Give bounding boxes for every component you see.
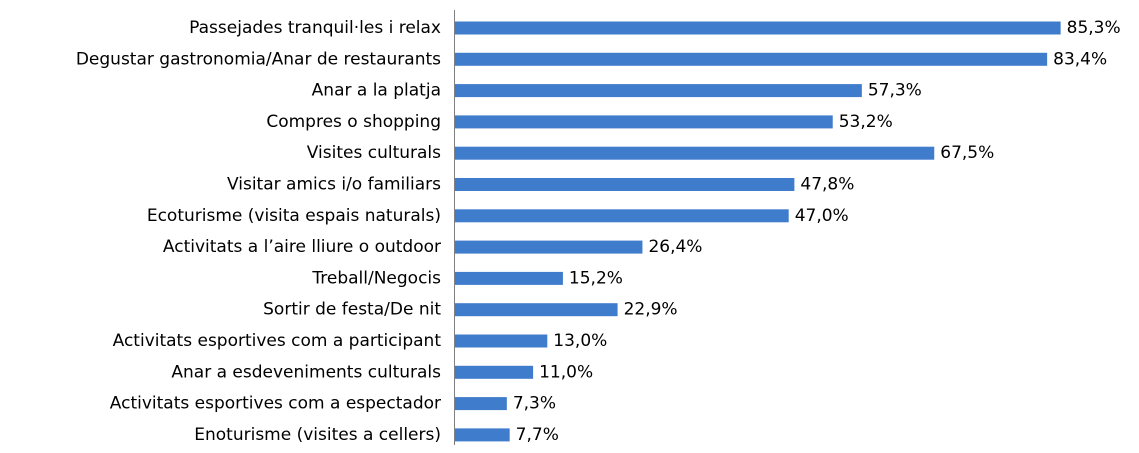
category-label: Anar a la platja (312, 81, 441, 101)
value-label: 7,3% (513, 394, 556, 414)
bar (455, 21, 1061, 35)
category-label: Compres o shopping (266, 112, 441, 132)
value-label: 47,8% (800, 175, 854, 195)
value-label: 7,7% (516, 425, 559, 445)
bar (455, 365, 534, 379)
category-label: Visites culturals (307, 143, 441, 163)
category-label: Passejades tranquil·les i relax (189, 18, 441, 38)
value-label: 15,2% (569, 268, 623, 288)
bar (455, 428, 510, 442)
bar (455, 84, 862, 98)
value-label: 22,9% (624, 300, 678, 320)
value-label: 11,0% (539, 362, 593, 382)
bar (455, 303, 618, 317)
category-label: Ecoturisme (visita espais naturals) (147, 206, 441, 226)
value-label: 67,5% (940, 143, 994, 163)
value-label: 47,0% (795, 206, 849, 226)
category-label: Activitats esportives com a espectador (110, 394, 441, 414)
category-label: Enoturisme (visites a cellers) (194, 425, 441, 445)
bar (455, 115, 833, 129)
bar (455, 52, 1048, 66)
category-label: Sortir de festa/De nit (263, 300, 441, 320)
value-label: 26,4% (648, 237, 702, 257)
value-label: 13,0% (553, 331, 607, 351)
bar (455, 334, 548, 348)
category-label: Activitats a l’aire lliure o outdoor (163, 237, 441, 257)
category-label: Anar a esdeveniments culturals (171, 362, 441, 382)
bar (455, 271, 563, 285)
category-label: Degustar gastronomia/Anar de restaurants (76, 49, 441, 69)
bar (455, 209, 789, 223)
value-label: 83,4% (1053, 49, 1107, 69)
bar (455, 397, 507, 411)
bar (455, 240, 643, 254)
value-label: 53,2% (839, 112, 893, 132)
bar (455, 146, 935, 160)
category-label: Visitar amics i/o familiars (227, 175, 441, 195)
category-label: Treball/Negocis (311, 268, 441, 288)
value-label: 57,3% (868, 81, 922, 101)
bar (455, 178, 795, 191)
category-label: Activitats esportives com a participant (113, 331, 442, 351)
value-label: 85,3% (1067, 18, 1121, 38)
